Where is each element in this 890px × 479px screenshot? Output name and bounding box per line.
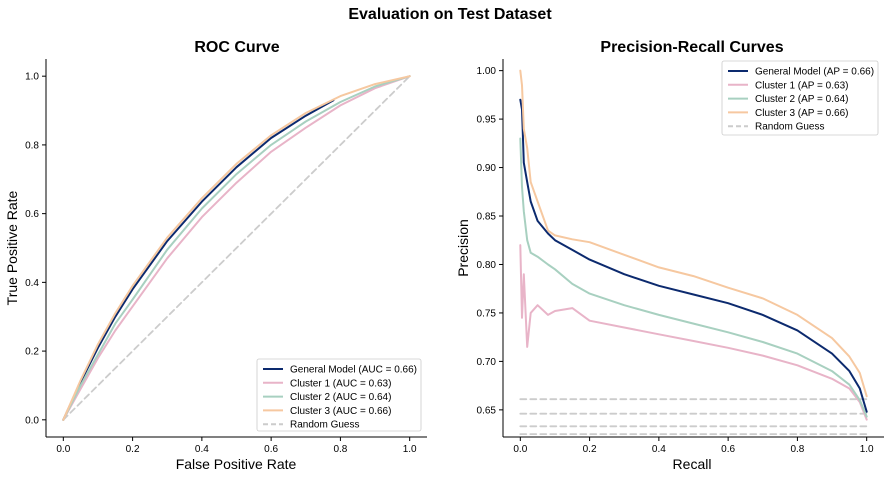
roc-y-tick-label: 1.0 (25, 72, 39, 83)
roc-legend-label: General Model (AUC = 0.66) (290, 365, 417, 376)
pr-y-tick-label: 0.70 (477, 357, 497, 368)
roc-y-tick-label: 0.0 (25, 415, 39, 426)
pr-y-tick-label: 0.95 (477, 115, 497, 126)
pr-legend-label: Random Guess (755, 122, 824, 133)
roc-series-group (62, 75, 411, 421)
roc-series-line-cluster-2-auc-0-64 (62, 75, 411, 421)
roc-series-line-random-guess (62, 75, 411, 421)
figure-suptitle: Evaluation on Test Dataset (348, 6, 552, 23)
roc-x-tick-label: 0.0 (56, 444, 70, 455)
pr-y-tick-label: 0.75 (477, 308, 497, 319)
pr-panel: Precision-Recall Curves 0.0 0.2 0.4 0.6 0.8 1… (455, 39, 884, 472)
roc-tick-group: 0.0 0.2 0.4 0.6 0.8 1.0 0.0 0.2 0.4 0.6 0.8 1.0 (25, 72, 417, 455)
roc-series-line-general-model-auc-0-66 (62, 99, 335, 421)
roc-panel: ROC Curve 0.0 0.2 0.4 0.6 0.8 1.0 0.0 0.2 0.4 0.6… (4, 39, 427, 472)
pr-x-tick-label: 0.2 (583, 444, 597, 455)
pr-series-line-cluster-1-ap-0-63 (519, 244, 868, 421)
pr-title: Precision-Recall Curves (600, 39, 783, 56)
roc-series-line-cluster-3-auc-0-66 (62, 75, 411, 421)
roc-series-line-cluster-1-auc-0-63 (62, 75, 411, 421)
pr-legend-label: Cluster 1 (AP = 0.63) (755, 80, 848, 91)
roc-legend-label: Cluster 1 (AUC = 0.63) (290, 378, 391, 389)
pr-x-label: Recall (673, 456, 712, 472)
pr-y-tick-label: 0.90 (477, 163, 497, 174)
pr-series-line-cluster-2-ap-0-64 (519, 137, 868, 418)
pr-x-tick-label: 0.4 (652, 444, 666, 455)
roc-x-tick-label: 0.2 (126, 444, 140, 455)
pr-series-line-cluster-3-ap-0-66 (519, 69, 868, 398)
roc-legend-label: Random Guess (290, 420, 359, 431)
roc-legend: General Model (AUC = 0.66) Cluster 1 (AUC… (256, 358, 422, 432)
pr-legend-label: Cluster 3 (AP = 0.66) (755, 108, 848, 119)
pr-x-tick-label: 0.8 (790, 444, 804, 455)
pr-y-tick-label: 1.00 (477, 66, 497, 77)
roc-x-tick-label: 0.8 (333, 444, 347, 455)
pr-legend-items: General Model (AP = 0.66) Cluster 1 (AP =… (728, 67, 874, 133)
pr-series-group (519, 69, 868, 436)
roc-legend-label: Cluster 2 (AUC = 0.64) (290, 392, 391, 403)
roc-legend-items: General Model (AUC = 0.66) Cluster 1 (AUC… (263, 365, 417, 431)
roc-x-tick-label: 0.6 (264, 444, 278, 455)
pr-x-tick-label: 0.6 (721, 444, 735, 455)
roc-x-tick-label: 1.0 (403, 444, 417, 455)
roc-title: ROC Curve (194, 39, 279, 56)
roc-legend-label: Cluster 3 (AUC = 0.66) (290, 406, 391, 417)
roc-legend-frame (256, 358, 422, 432)
pr-legend-label: General Model (AP = 0.66) (755, 67, 874, 78)
roc-y-tick-label: 0.8 (25, 140, 39, 151)
roc-x-tick-label: 0.4 (195, 444, 209, 455)
pr-y-tick-label: 0.65 (477, 405, 497, 416)
roc-x-label: False Positive Rate (176, 456, 297, 472)
pr-x-tick-label: 1.0 (860, 444, 874, 455)
roc-y-tick-label: 0.4 (25, 278, 39, 289)
pr-x-tick-label: 0.0 (513, 444, 527, 455)
pr-y-label: Precision (455, 219, 471, 277)
pr-tick-group: 0.0 0.2 0.4 0.6 0.8 1.0 0.65 0.70 0.75 0.80 0.85 0.… (477, 66, 875, 455)
roc-y-tick-label: 0.6 (25, 209, 39, 220)
pr-series-line-general-model-ap-0-66 (519, 98, 868, 413)
roc-y-tick-label: 0.2 (25, 347, 39, 358)
roc-y-label: True Positive Rate (4, 190, 20, 305)
pr-legend-frame (721, 60, 879, 136)
pr-legend-label: Cluster 2 (AP = 0.64) (755, 94, 848, 105)
pr-y-tick-label: 0.85 (477, 212, 497, 223)
pr-y-tick-label: 0.80 (477, 260, 497, 271)
pr-legend: General Model (AP = 0.66) Cluster 1 (AP =… (721, 60, 879, 136)
